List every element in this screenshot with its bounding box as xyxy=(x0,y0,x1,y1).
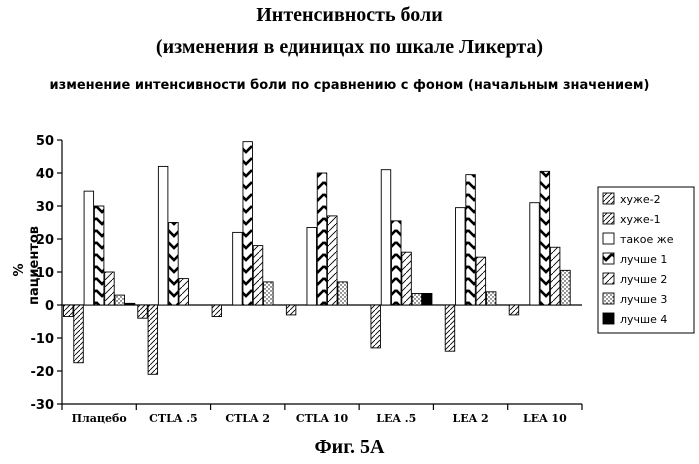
bar xyxy=(401,251,412,306)
legend-label: такое же xyxy=(620,233,674,246)
bar xyxy=(327,215,338,306)
bar xyxy=(211,304,223,318)
legend-swatch xyxy=(602,252,615,265)
bar xyxy=(242,141,253,306)
figure-caption: Фиг. 5А xyxy=(314,436,385,458)
bar xyxy=(465,174,476,306)
x-category-label: LEA 2 xyxy=(453,412,489,425)
bar xyxy=(337,281,348,306)
x-category-label: LEA 10 xyxy=(523,412,567,425)
bar xyxy=(83,190,95,306)
bar xyxy=(508,304,520,316)
legend: хуже-2 хуже-1 такое же лучше 1 лучше 2 лучше … xyxy=(597,186,695,334)
bar xyxy=(124,302,136,306)
y-tick-label: 20 xyxy=(36,233,54,248)
y-tick-label: 40 xyxy=(36,167,54,182)
bar xyxy=(370,304,381,349)
bar xyxy=(285,304,297,316)
x-category-label: CTLA .5 xyxy=(149,412,198,425)
chart-title-line2: (изменения в единицах по шкале Ликерта) xyxy=(155,36,544,58)
bar xyxy=(137,304,148,319)
bar xyxy=(104,271,115,306)
bar xyxy=(455,207,466,306)
bar xyxy=(549,246,561,306)
bar xyxy=(421,293,433,306)
bar xyxy=(316,172,328,306)
bar xyxy=(560,269,571,306)
x-category-label: CTLA 2 xyxy=(225,412,270,425)
legend-swatch xyxy=(602,192,615,205)
bar xyxy=(93,205,105,306)
legend-label: лучше 3 xyxy=(620,293,667,306)
legend-swatch xyxy=(602,212,615,225)
chart-title: Интенсивность боли xyxy=(256,4,443,26)
legend-label: хуже-2 xyxy=(620,193,661,206)
bar xyxy=(263,281,274,306)
bar xyxy=(475,256,487,306)
x-category-label: LEA .5 xyxy=(376,412,416,425)
legend-swatch xyxy=(602,312,615,325)
bar xyxy=(178,278,189,306)
bar xyxy=(252,245,264,306)
bar xyxy=(168,222,179,306)
bar xyxy=(63,304,74,318)
bar xyxy=(306,226,317,306)
y-tick-label: 50 xyxy=(36,134,54,149)
y-tick-label: 30 xyxy=(36,200,54,215)
bar xyxy=(114,294,125,306)
y-tick-label: -10 xyxy=(31,332,55,347)
bars xyxy=(63,141,571,375)
y-tick-label: -30 xyxy=(31,398,55,413)
x-category-label: Плацебо xyxy=(72,412,127,425)
bar xyxy=(411,293,423,306)
legend-label: хуже-1 xyxy=(620,213,661,226)
y-tick-label: 0 xyxy=(45,299,54,314)
x-category-label: CTLA 10 xyxy=(296,412,349,425)
legend-label: лучше 1 xyxy=(620,253,667,266)
legend-label: лучше 2 xyxy=(620,273,667,286)
y-tick-label: -20 xyxy=(31,365,55,380)
bar xyxy=(232,231,243,306)
bar xyxy=(147,304,159,375)
legend-label: лучше 4 xyxy=(620,313,667,326)
bar xyxy=(157,165,169,306)
bar xyxy=(444,304,456,352)
chart-subtitle: изменение интенсивности боли по сравнени… xyxy=(49,78,650,93)
bar xyxy=(529,202,540,306)
bar xyxy=(539,170,551,306)
y-tick-label: 10 xyxy=(36,266,54,281)
legend-swatch xyxy=(602,292,615,305)
bar xyxy=(380,169,392,306)
bar xyxy=(391,220,402,306)
legend-swatch xyxy=(602,232,615,245)
bar xyxy=(485,291,497,306)
legend-swatch xyxy=(602,272,615,285)
bar xyxy=(73,304,84,364)
